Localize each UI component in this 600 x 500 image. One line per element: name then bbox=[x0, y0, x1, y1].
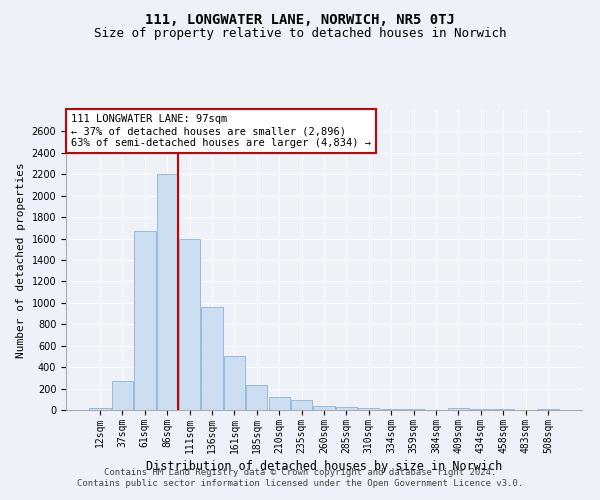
Bar bbox=[380, 409, 402, 410]
Text: Size of property relative to detached houses in Norwich: Size of property relative to detached ho… bbox=[94, 28, 506, 40]
X-axis label: Distribution of detached houses by size in Norwich: Distribution of detached houses by size … bbox=[146, 460, 502, 473]
Bar bbox=[448, 408, 469, 410]
Bar bbox=[358, 408, 379, 410]
Text: Contains HM Land Registry data © Crown copyright and database right 2024.
Contai: Contains HM Land Registry data © Crown c… bbox=[77, 468, 523, 487]
Bar bbox=[179, 238, 200, 410]
Bar bbox=[269, 397, 290, 410]
Bar bbox=[537, 409, 559, 410]
Bar bbox=[157, 174, 178, 410]
Bar bbox=[89, 408, 111, 410]
Bar bbox=[224, 356, 245, 410]
Bar bbox=[134, 231, 155, 410]
Y-axis label: Number of detached properties: Number of detached properties bbox=[16, 162, 26, 358]
Text: 111 LONGWATER LANE: 97sqm
← 37% of detached houses are smaller (2,896)
63% of se: 111 LONGWATER LANE: 97sqm ← 37% of detac… bbox=[71, 114, 371, 148]
Bar bbox=[202, 307, 223, 410]
Bar bbox=[493, 409, 514, 410]
Bar bbox=[291, 400, 312, 410]
Bar bbox=[336, 407, 357, 410]
Text: 111, LONGWATER LANE, NORWICH, NR5 0TJ: 111, LONGWATER LANE, NORWICH, NR5 0TJ bbox=[145, 12, 455, 26]
Bar bbox=[313, 406, 335, 410]
Bar bbox=[112, 381, 133, 410]
Bar bbox=[246, 386, 268, 410]
